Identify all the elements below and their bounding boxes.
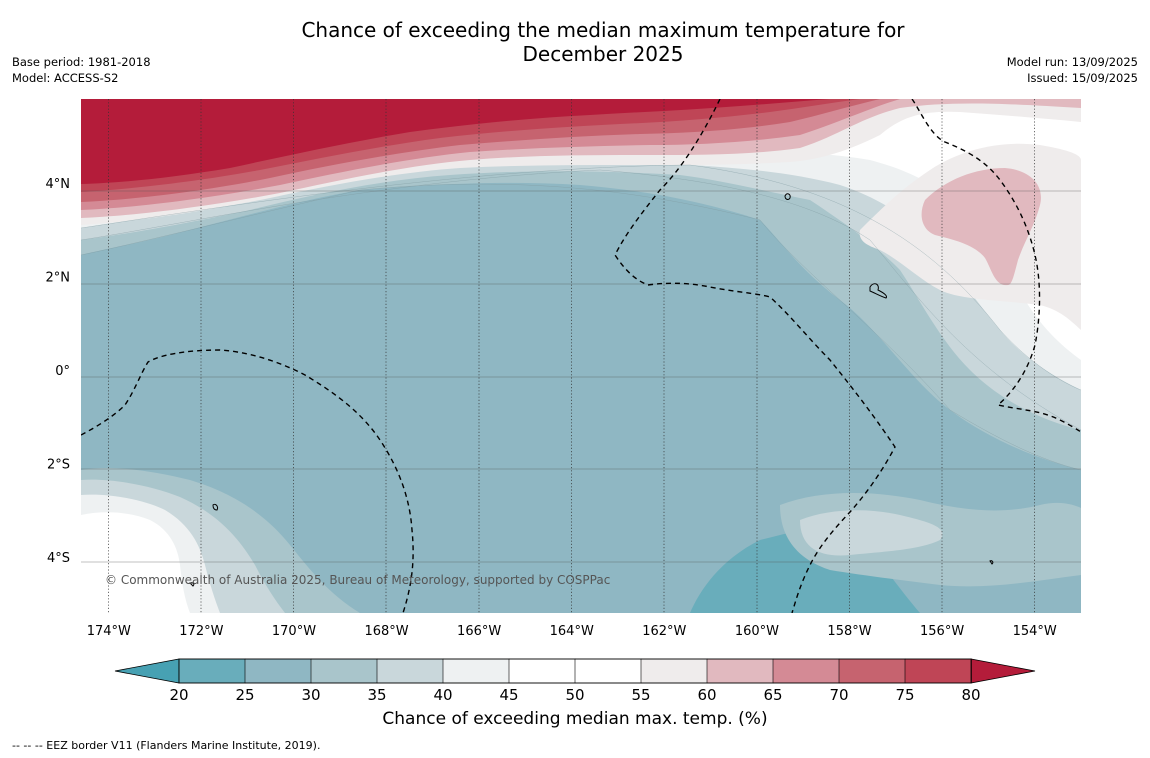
- lon-tick-label: 158°W: [827, 624, 871, 639]
- field-north-80: [81, 99, 830, 184]
- colorbar-segment: [772, 658, 840, 684]
- colorbar: 20 25 30 35 40 45 50 55 60 65 70 75 80: [114, 658, 1036, 704]
- graticule-meridians: [108, 99, 1035, 613]
- colorbar-segment: [244, 658, 312, 684]
- colorbar-tick-label: 30: [301, 686, 320, 704]
- eez-footnote: -- -- -- EEZ border V11 (Flanders Marine…: [12, 739, 321, 752]
- colorbar-tick-label: 70: [829, 686, 848, 704]
- colorbar-label: Chance of exceeding median max. temp. (%…: [382, 709, 768, 729]
- lon-tick-label: 164°W: [550, 624, 594, 639]
- eez-borders: [81, 99, 1081, 613]
- title-line-2: December 2025: [522, 42, 684, 66]
- colorbar-tick-label: 20: [169, 686, 188, 704]
- base-period: Base period: 1981-2018: [12, 55, 151, 69]
- model-info: Base period: 1981-2018 Model: ACCESS-S2: [12, 54, 151, 86]
- colorbar-high-extension: [970, 658, 1036, 684]
- axis-labels: 174°W 172°W 170°W 168°W 166°W 164°W 162°W 160°W…: [46, 177, 1057, 639]
- lon-tick-label: 170°W: [272, 624, 316, 639]
- colorbar-tick-label: 50: [565, 686, 584, 704]
- lat-tick-label: 2°S: [47, 457, 70, 472]
- colorbar-tick-label: 75: [895, 686, 914, 704]
- field-east-60: [921, 168, 1041, 286]
- lon-tick-label: 156°W: [920, 624, 964, 639]
- field-patch-se-40: [800, 510, 943, 556]
- lon-tick-label: 174°W: [87, 624, 131, 639]
- lon-tick-label: 168°W: [364, 624, 408, 639]
- lat-tick-label: 4°N: [46, 177, 71, 192]
- lon-tick-label: 172°W: [179, 624, 223, 639]
- model-run: Model run: 13/09/2025: [1006, 55, 1138, 69]
- colorbar-frame: [178, 658, 972, 684]
- issued-date: Issued: 15/09/2025: [1027, 71, 1138, 85]
- colorbar-segment: [178, 658, 246, 684]
- colorbar-tick-label: 65: [763, 686, 782, 704]
- colorbar-segments: [178, 658, 972, 684]
- contour-lines: [81, 164, 1081, 471]
- colorbar-segment: [838, 658, 906, 684]
- lon-tick-label: 160°W: [735, 624, 779, 639]
- colorbar-segment: [640, 658, 708, 684]
- lat-tick-label: 2°N: [46, 271, 71, 286]
- colorbar-tick-label: 60: [697, 686, 716, 704]
- colorbar-tick-label: 35: [367, 686, 386, 704]
- copyright-notice: © Commonwealth of Australia 2025, Bureau…: [105, 573, 610, 587]
- map-panel: © Commonwealth of Australia 2025, Bureau…: [81, 99, 1081, 613]
- colorbar-tick-label: 40: [433, 686, 452, 704]
- colorbar-segment: [376, 658, 444, 684]
- lat-tick-label: 4°S: [47, 551, 70, 566]
- lon-tick-label: 166°W: [457, 624, 501, 639]
- colorbar-tick-label: 55: [631, 686, 650, 704]
- map-title: Chance of exceeding the median maximum t…: [240, 18, 966, 66]
- lon-tick-label: 154°W: [1013, 624, 1057, 639]
- colorbar-tick-label: 45: [499, 686, 518, 704]
- colorbar-segment: [574, 658, 642, 684]
- graticule-parallels: [81, 190, 1081, 563]
- colorbar-tick-label: 80: [961, 686, 980, 704]
- title-line-1: Chance of exceeding the median maximum t…: [301, 18, 905, 42]
- lat-tick-label: 0°: [55, 364, 70, 379]
- colorbar-segment: [706, 658, 774, 684]
- colorbar-tick-label: 25: [235, 686, 254, 704]
- colorbar-segment: [442, 658, 510, 684]
- islands: [189, 193, 994, 587]
- colorbar-segment: [904, 658, 972, 684]
- colorbar-segment: [310, 658, 378, 684]
- colorbar-low-extension: [114, 658, 180, 684]
- lon-tick-label: 162°W: [642, 624, 686, 639]
- colorbar-segment: [508, 658, 576, 684]
- run-info: Model run: 13/09/2025 Issued: 15/09/2025: [1007, 54, 1138, 86]
- model-name: Model: ACCESS-S2: [12, 71, 119, 85]
- colorbar-ticks: 20 25 30 35 40 45 50 55 60 65 70 75 80: [169, 686, 980, 704]
